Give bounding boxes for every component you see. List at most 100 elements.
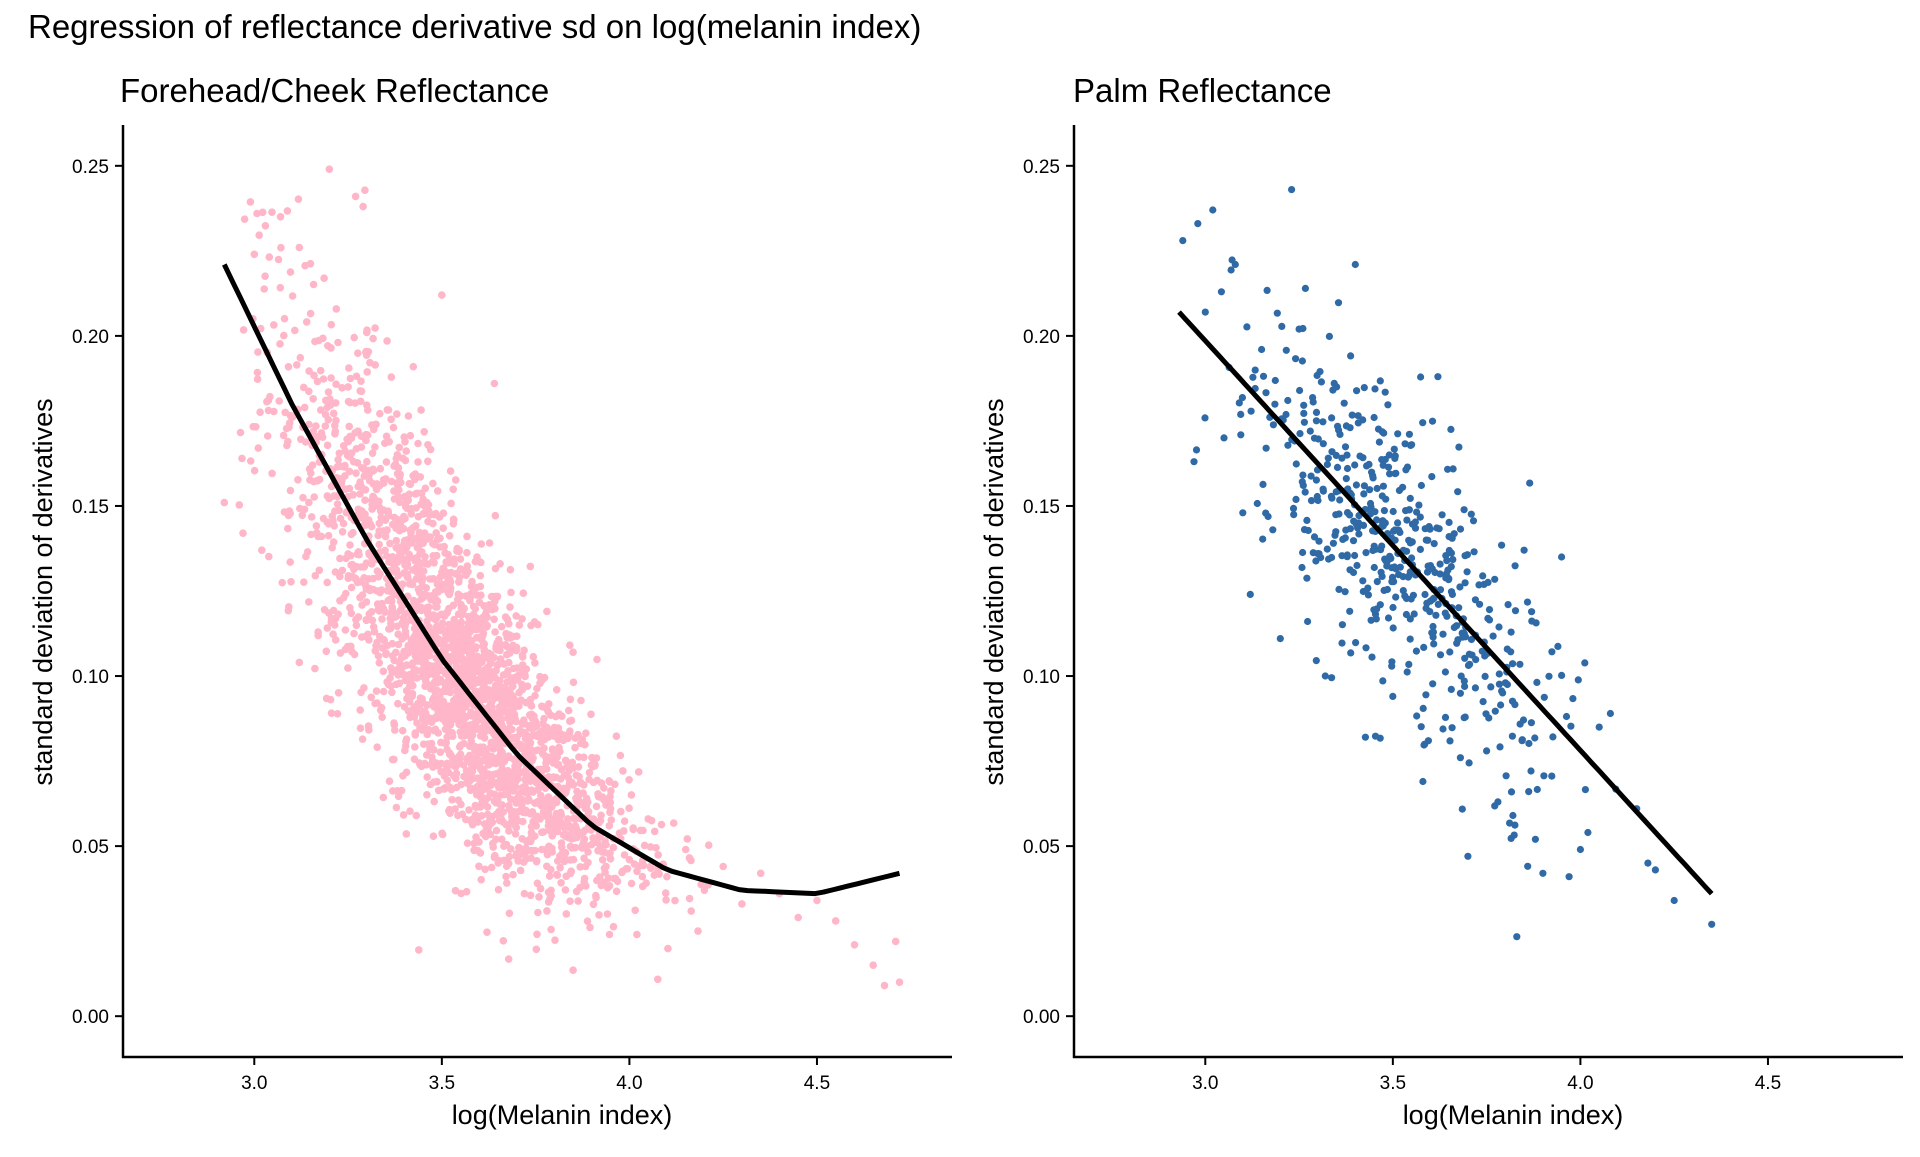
scatter-point [463,548,471,557]
scatter-point [325,165,334,173]
scatter-point [527,846,536,855]
scatter-point [548,753,557,762]
scatter-point [511,830,520,838]
scatter-point [483,810,492,819]
scatter-point [1271,400,1279,408]
scatter-point [595,911,603,919]
scatter-point [423,773,432,781]
scatter-point [1247,407,1255,415]
scatter-point [1209,206,1217,214]
scatter-point [1246,590,1254,599]
panel-title: Palm Reflectance [1073,72,1332,109]
scatter-points [1179,186,1716,941]
scatter-point [1346,566,1354,574]
scatter-point [569,814,578,823]
scatter-point [681,845,690,854]
scatter-point [542,759,550,767]
scatter-point [1292,460,1300,468]
scatter-point [461,625,470,634]
scatter-point [457,604,466,612]
scatter-point [296,353,305,362]
scatter-point [511,783,520,791]
scatter-point [315,475,324,484]
scatter-point [1243,323,1251,331]
scatter-point [412,811,421,820]
scatter-point [291,326,299,335]
scatter-point [1445,533,1453,541]
scatter-point [354,349,362,358]
scatter-point [409,566,417,574]
scatter-point [1513,933,1521,941]
scatter-point [1482,710,1490,718]
scatter-point [1303,516,1311,525]
scatter-point [278,578,287,587]
scatter-point [1434,600,1442,609]
x-tick-label: 3.0 [1192,1073,1218,1094]
scatter-point [1194,220,1202,228]
scatter-point [372,641,380,650]
scatter-point [598,793,607,801]
scatter-point [1381,388,1389,396]
scatter-point [1368,653,1376,661]
scatter-point [601,837,609,845]
scatter-point [1392,593,1400,601]
scatter-point [483,928,491,936]
scatter-point [404,412,413,420]
scatter-point [338,477,346,485]
scatter-point [405,505,414,513]
scatter-point [431,588,440,596]
scatter-point [514,739,523,748]
scatter-point [1394,430,1402,438]
scatter-point [756,869,765,878]
scatter-point [1420,643,1428,652]
scatter-point [1373,578,1381,586]
scatter-point [1465,650,1473,658]
scatter-point [401,746,409,755]
scatter-point [513,676,522,684]
scatter-point [356,387,365,395]
scatter-point [323,624,332,632]
scatter-point [350,650,359,659]
scatter-point [1403,668,1411,676]
scatter-point [1485,606,1494,614]
scatter-point [531,691,539,700]
scatter-point [501,613,510,621]
scatter-point [1402,507,1410,515]
scatter-point [534,620,542,629]
scatter-point [625,855,634,864]
scatter-point [1416,513,1424,521]
scatter-point [485,757,494,765]
scatter-point [1581,786,1589,794]
scatter-point [1651,866,1659,874]
scatter-point [473,652,482,661]
scatter-point [473,614,481,623]
scatter-point [469,659,478,667]
scatter-point [363,457,371,466]
scatter-point [598,856,607,864]
scatter-point [580,854,588,863]
scatter-point [1356,452,1364,460]
scatter-point [1296,386,1304,395]
scatter-point [345,422,354,431]
scatter-point [1341,588,1349,596]
scatter-point [562,910,571,918]
scatter-point [1373,484,1381,493]
scatter-point [537,791,545,800]
scatter-point [1292,495,1300,503]
scatter-point [1355,530,1363,538]
scatter-point [669,819,678,827]
scatter-point [503,633,512,642]
scatter-point [352,445,361,453]
scatter-point [424,517,432,526]
scatter-point [369,623,378,631]
scatter-point [1441,609,1449,617]
scatter-point [1481,652,1489,660]
scatter-point [1384,401,1392,409]
panel-title: Forehead/Cheek Reflectance [120,72,549,109]
scatter-point [1352,481,1360,489]
scatter-point [569,966,577,974]
y-tick-label: 0.00 [1023,1007,1060,1028]
scatter-point [502,727,510,736]
scatter-point [317,406,325,414]
scatter-point [1360,490,1368,498]
